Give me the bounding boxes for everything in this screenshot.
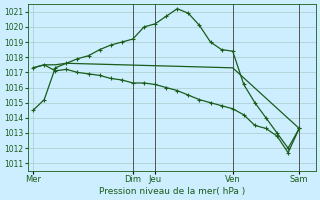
X-axis label: Pression niveau de la mer( hPa ): Pression niveau de la mer( hPa ) — [99, 187, 245, 196]
